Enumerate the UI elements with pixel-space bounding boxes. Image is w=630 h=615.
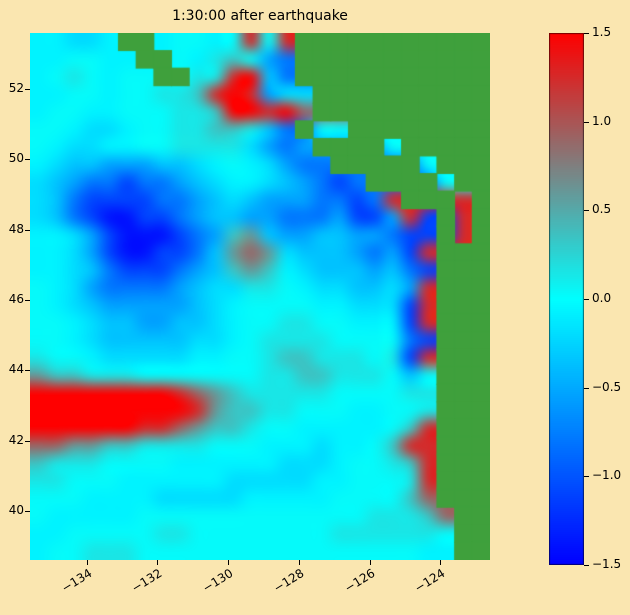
colorbar-tick-mark xyxy=(584,387,589,389)
y-tick-mark xyxy=(25,159,30,161)
colorbar-tick-label: −0.5 xyxy=(592,379,622,394)
colorbar-tick-mark xyxy=(584,210,589,212)
x-tick-mark xyxy=(440,560,442,565)
x-tick-label: −124 xyxy=(412,566,448,596)
colorbar xyxy=(549,33,584,565)
x-tick-mark xyxy=(157,560,159,565)
colorbar-tick-mark xyxy=(584,299,589,300)
x-tick-mark xyxy=(228,560,230,565)
colorbar-tick-mark xyxy=(584,121,589,123)
x-tick-label: −128 xyxy=(270,566,307,596)
x-tick-mark xyxy=(298,560,300,565)
y-tick-label: 52 xyxy=(8,81,24,96)
y-tick-label: 44 xyxy=(8,362,24,377)
y-tick-label: 42 xyxy=(8,432,24,447)
y-tick-mark xyxy=(25,300,30,301)
y-tick-label: 48 xyxy=(8,221,24,236)
colorbar-tick-label: 1.5 xyxy=(592,25,612,39)
colorbar-tick-label: −1.0 xyxy=(592,468,622,483)
x-tick-mark xyxy=(369,560,371,565)
x-tick-label: −134 xyxy=(58,566,95,596)
y-tick-mark xyxy=(25,89,30,91)
colorbar-tick-mark xyxy=(584,33,589,34)
colorbar-tick-mark xyxy=(584,565,589,566)
colorbar-tick-label: 0.5 xyxy=(592,202,612,217)
x-tick-label: −132 xyxy=(129,566,165,596)
y-tick-mark xyxy=(25,370,30,372)
x-tick-label: −130 xyxy=(200,566,236,596)
colorbar-tick-label: 0.0 xyxy=(592,291,612,305)
plot-title: 1:30:00 after earthquake xyxy=(172,8,348,24)
y-tick-label: 40 xyxy=(8,502,24,517)
colorbar-tick-label: 1.0 xyxy=(592,113,612,128)
y-tick-mark xyxy=(25,510,30,512)
y-tick-label: 50 xyxy=(8,151,24,166)
x-tick-mark xyxy=(86,560,88,565)
x-tick-label: −126 xyxy=(341,566,378,596)
y-tick-label: 46 xyxy=(8,292,24,306)
y-tick-mark xyxy=(25,440,30,442)
y-tick-mark xyxy=(25,229,30,231)
colorbar-tick-mark xyxy=(584,476,589,478)
tsunami-map-canvas xyxy=(30,33,490,560)
colorbar-tick-label: −1.5 xyxy=(592,557,622,571)
